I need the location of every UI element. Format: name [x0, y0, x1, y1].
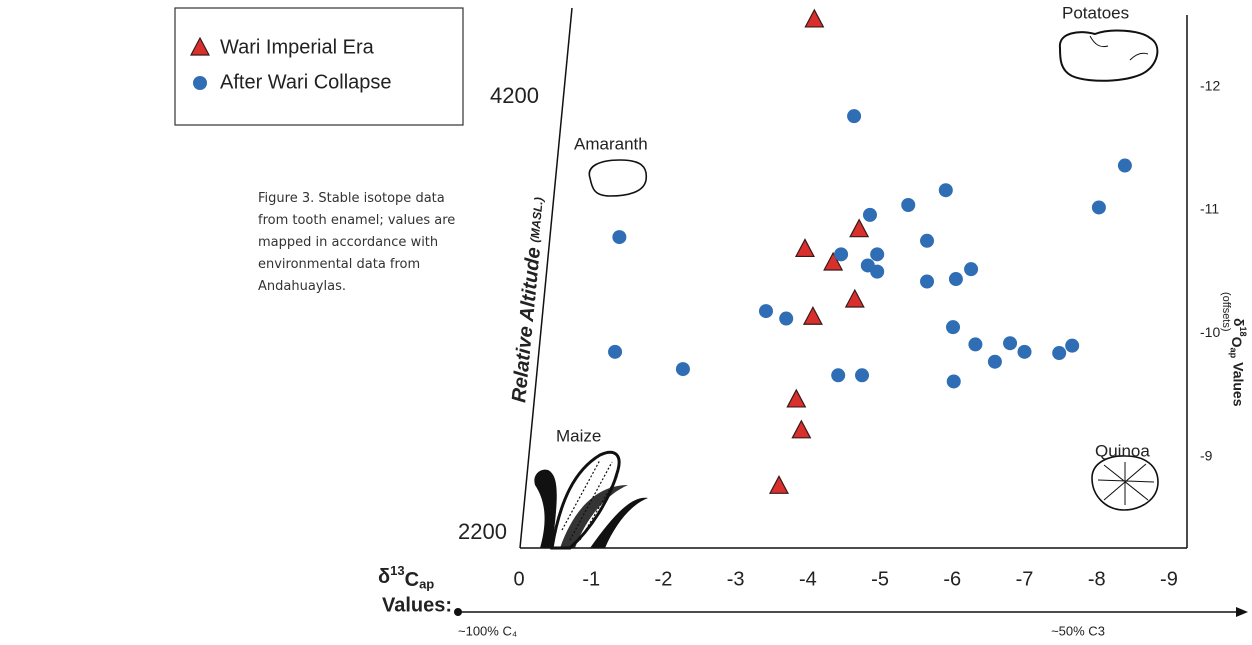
- altitude-tick-label: 2200: [458, 519, 507, 544]
- y-tick-label: -10: [1200, 324, 1220, 340]
- plant-label: Amaranth: [574, 134, 648, 153]
- circle-marker: [847, 109, 862, 124]
- altitude-label-text: Relative Altitude: [508, 246, 545, 403]
- y-axis-label-part: 18: [1238, 327, 1248, 337]
- x-tick-label: -4: [799, 568, 817, 590]
- plant-label: Potatoes: [1062, 3, 1129, 22]
- x-tick-label: -6: [943, 568, 961, 590]
- circle-marker: [834, 247, 849, 262]
- triangle-marker: [794, 238, 815, 258]
- circle-marker: [1065, 338, 1080, 353]
- circle-marker: [1017, 344, 1032, 359]
- circle-marker: [675, 362, 690, 377]
- circle-marker: [987, 354, 1002, 369]
- amaranth-icon: [588, 159, 648, 197]
- circle-marker: [948, 272, 963, 287]
- circle-marker: [862, 207, 877, 222]
- triangle-marker: [844, 288, 865, 308]
- legend-marker: [190, 36, 210, 56]
- y-tick-label: -11: [1200, 201, 1219, 217]
- circle-marker: [946, 374, 961, 389]
- circle-marker: [1003, 336, 1018, 351]
- circle-marker: [870, 264, 885, 279]
- circle-marker: [964, 262, 979, 277]
- circle-marker: [1117, 158, 1132, 173]
- circle-marker: [855, 368, 870, 383]
- maize-icon: [534, 450, 648, 550]
- x-tick-label: -3: [727, 568, 745, 590]
- y-axis-label-word: Values: [1231, 362, 1247, 407]
- plant-label: Maize: [556, 426, 601, 445]
- plant-label: Quinoa: [1095, 441, 1150, 460]
- circle-marker: [758, 304, 773, 319]
- circle-marker: [831, 368, 846, 383]
- circle-marker: [938, 183, 953, 198]
- circle-marker: [920, 233, 935, 248]
- x-axis-label-word: Values:: [382, 594, 452, 616]
- y-axis-label-part: δ: [1231, 318, 1247, 327]
- circle-marker: [901, 198, 916, 213]
- circle-marker: [1091, 200, 1106, 215]
- x-tick-label: -5: [871, 568, 889, 590]
- x-annotation: ~100% C₄: [458, 623, 517, 638]
- altitude-tick-label: 4200: [490, 83, 539, 108]
- legend-label: After Wari Collapse: [220, 71, 392, 93]
- circle-marker: [779, 311, 794, 326]
- y-axis-label-part: O: [1229, 337, 1245, 348]
- y-axis-label-part: ap: [1228, 348, 1238, 359]
- x-axis-label-part: C: [405, 569, 419, 591]
- x-axis-label: δ13Cap: [378, 564, 434, 593]
- potato-icon: [1058, 29, 1159, 82]
- triangle-marker: [791, 419, 812, 439]
- x-tick-label: -1: [582, 568, 600, 590]
- y-axis-label-note: (offsets): [1220, 292, 1232, 332]
- x-axis-label-part: δ: [378, 566, 390, 588]
- triangle-marker: [768, 475, 789, 494]
- triangle-marker: [823, 251, 844, 271]
- x-axis-label-part: ap: [419, 577, 434, 592]
- circle-marker: [608, 344, 623, 359]
- quinoa-detail: [1097, 462, 1155, 505]
- quinoa-icon: [1091, 455, 1159, 511]
- y-tick-label: -9: [1200, 447, 1213, 463]
- altitude-axis-line: [519, 7, 573, 549]
- y-tick-label: -12: [1200, 77, 1220, 93]
- triangle-marker: [786, 388, 807, 408]
- figure-caption: Figure 3. Stable isotope data from tooth…: [258, 191, 456, 294]
- x-tick-label: -2: [655, 568, 673, 590]
- circle-marker: [946, 320, 961, 335]
- triangle-marker: [802, 305, 823, 325]
- x-tick-label: -9: [1160, 568, 1178, 590]
- circle-marker: [968, 337, 983, 352]
- arrow-head: [1236, 607, 1248, 617]
- triangle-marker: [804, 8, 825, 28]
- x-tick-label: -7: [1016, 568, 1034, 590]
- x-annotation: ~50% C3: [1051, 623, 1105, 638]
- potato-detail: [1089, 35, 1149, 61]
- legend-box: [174, 7, 464, 126]
- triangle-marker: [849, 218, 870, 238]
- circle-marker: [1052, 346, 1067, 361]
- legend-marker: [193, 76, 207, 90]
- x-tick-label: 0: [513, 568, 524, 590]
- x-tick-label: -8: [1088, 568, 1106, 590]
- legend-label: Wari Imperial Era: [220, 36, 375, 58]
- y-axis-label: δ18Oap Values: [1228, 318, 1247, 407]
- circle-marker: [870, 247, 885, 262]
- x-axis-label-part: 13: [390, 564, 404, 579]
- altitude-label-unit: (MASL.): [528, 197, 546, 243]
- circle-marker: [612, 230, 627, 245]
- circle-marker: [920, 274, 935, 289]
